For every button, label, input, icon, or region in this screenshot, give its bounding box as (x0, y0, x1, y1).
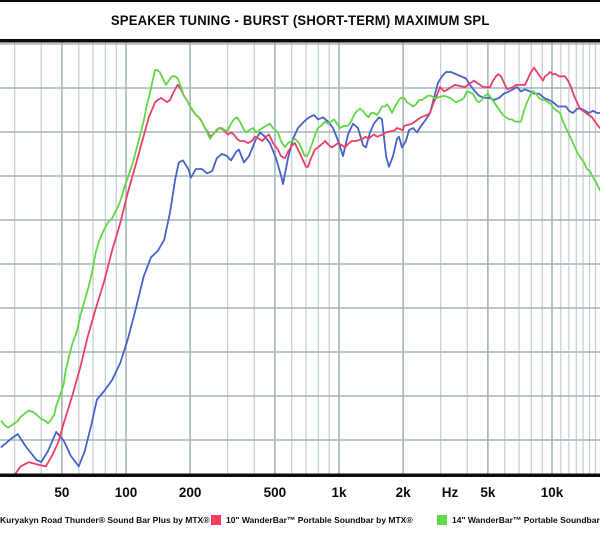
x-tick-label-10k: 10k (541, 485, 564, 500)
x-tick-label-5k: 5k (480, 485, 496, 500)
x-tick-label-100: 100 (115, 485, 138, 500)
chart-title: SPEAKER TUNING - BURST (SHORT-TERM) MAXI… (110, 12, 490, 28)
x-tick-label-2k: 2k (396, 485, 412, 500)
x-axis-line (0, 473, 600, 477)
legend-label: Kuryakyn Road Thunder® Sound Bar Plus by… (0, 515, 210, 525)
x-tick-label-50: 50 (54, 485, 69, 500)
title-underline-rule (0, 39, 600, 43)
legend-label: 10" WanderBar™ Portable Soundbar by MTX® (226, 515, 413, 525)
legend-item-14in-wanderbar: 14" WanderBar™ Portable Soundbar by M (437, 509, 600, 531)
legend-swatch-red (211, 515, 221, 525)
x-tick-label-1k: 1k (331, 485, 347, 500)
legend-swatch-green (437, 515, 447, 525)
x-tick-label-Hz: Hz (442, 485, 459, 500)
series-curve-0 (0, 71, 600, 468)
x-tick-label-200: 200 (179, 485, 202, 500)
legend-label: 14" WanderBar™ Portable Soundbar by M (452, 515, 600, 525)
series-curve-2 (0, 69, 600, 429)
legend-row: Kuryakyn Road Thunder® Sound Bar Plus by… (0, 509, 600, 531)
x-tick-label-500: 500 (264, 485, 287, 500)
top-border-rule (0, 0, 600, 2)
legend-item-10in-wanderbar: 10" WanderBar™ Portable Soundbar by MTX® (211, 509, 413, 531)
series-curve-1 (13, 66, 600, 476)
legend-item-kuryakyn-road-thunder: Kuryakyn Road Thunder® Sound Bar Plus by… (0, 509, 209, 531)
title-bar: SPEAKER TUNING - BURST (SHORT-TERM) MAXI… (0, 6, 600, 34)
